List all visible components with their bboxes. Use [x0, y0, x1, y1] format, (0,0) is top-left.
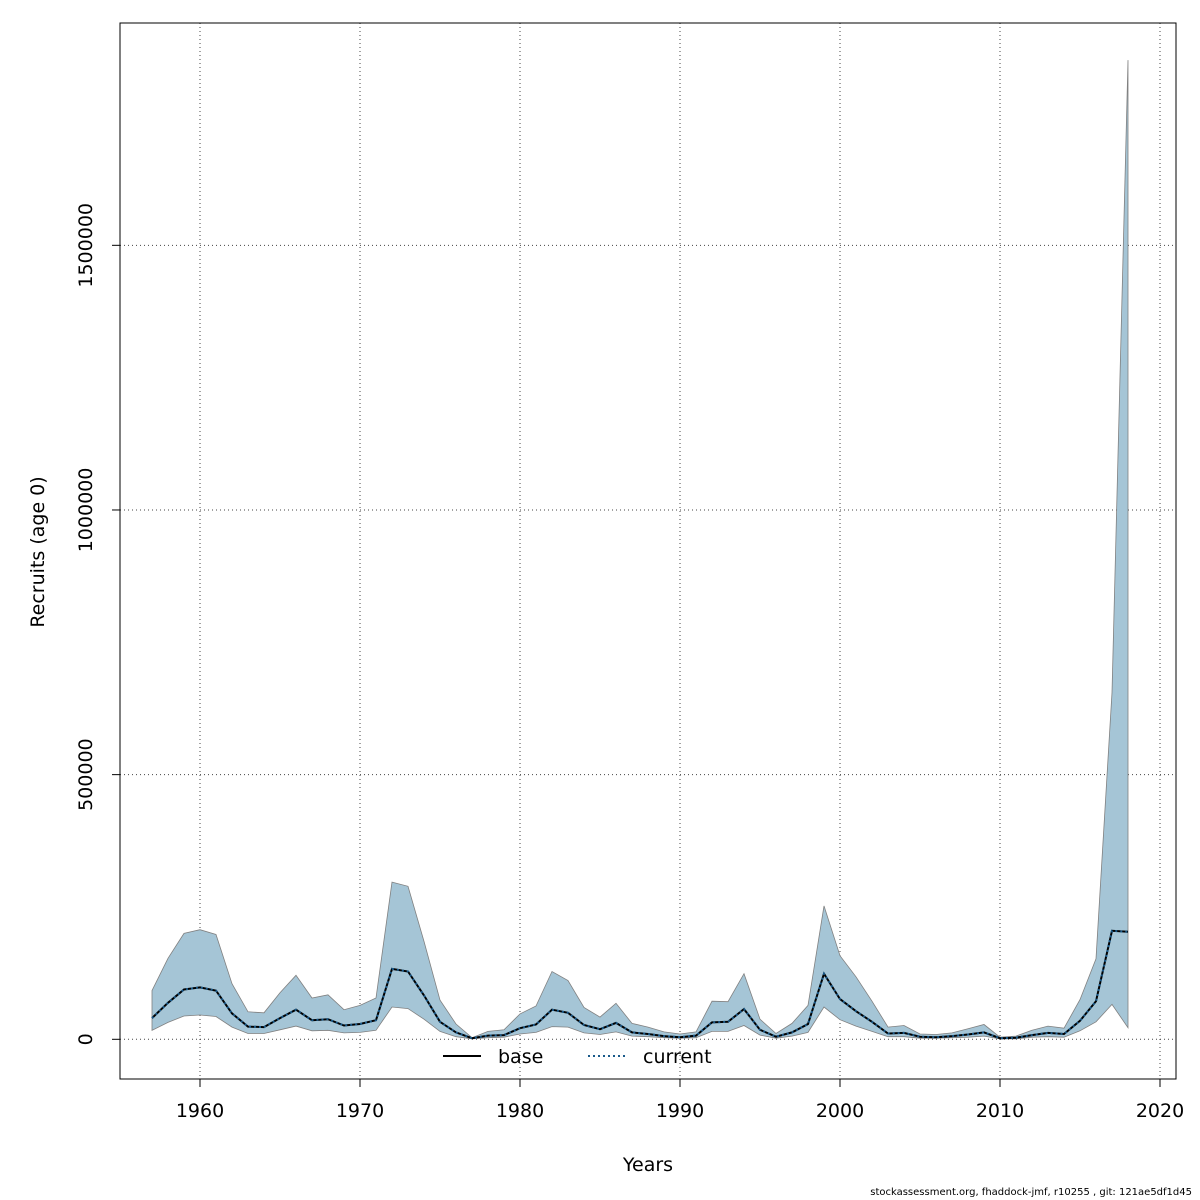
- x-tick-label-2: 1980: [496, 1100, 544, 1122]
- series-lines: [151, 929, 1129, 1040]
- x-tick-label-1: 1970: [336, 1100, 384, 1122]
- y-tick-label-1: 500000: [75, 738, 97, 811]
- x-tick-label-3: 1990: [656, 1100, 704, 1122]
- y-tick-label-3: 1500000: [75, 203, 97, 288]
- y-axis-title: Recruits (age 0): [27, 476, 49, 627]
- x-tick-label-4: 2000: [816, 1100, 864, 1122]
- grid-lines: [120, 23, 1176, 1079]
- x-tick-label-6: 2020: [1136, 1100, 1184, 1122]
- footer-credit: stockassessment.org, fhaddock-jmf, r1025…: [870, 1187, 1192, 1198]
- legend: base current: [443, 1046, 712, 1068]
- legend-label-base: base: [498, 1046, 543, 1068]
- x-tick-label-0: 1960: [176, 1100, 224, 1122]
- plot-frame: [119, 22, 1177, 1080]
- x-tick-label-5: 2010: [976, 1100, 1024, 1122]
- x-axis-title: Years: [622, 1154, 673, 1176]
- y-tick-label-2: 1000000: [75, 468, 97, 553]
- x-axis-ticks: 1960 1970 1980 1990 2000 2010 2020: [176, 1079, 1184, 1122]
- legend-label-current: current: [643, 1046, 712, 1068]
- series-line-current: [151, 929, 1129, 1040]
- y-tick-label-0: 0: [75, 1033, 97, 1045]
- confidence-band: [151, 60, 1129, 1040]
- y-axis-ticks: 0 500000 1000000 1500000: [75, 203, 120, 1045]
